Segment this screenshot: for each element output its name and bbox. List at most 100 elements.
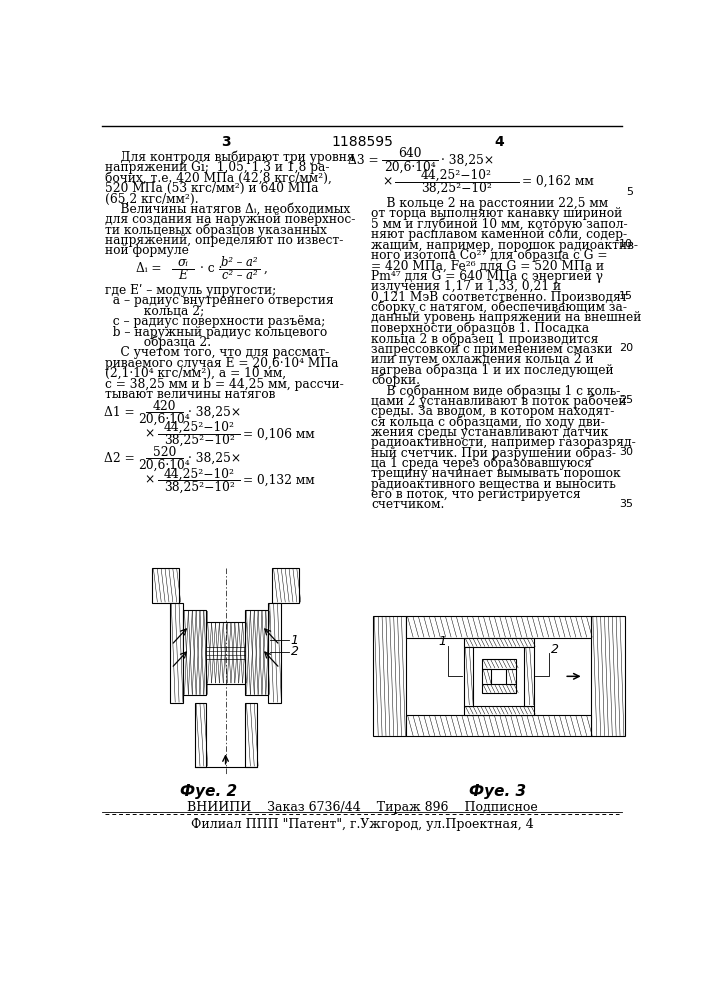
Text: Δᵢ =: Δᵢ = [136, 262, 162, 275]
Text: = 0,162 мм: = 0,162 мм [522, 175, 593, 188]
Text: ного изотопа Co²⁷ для образца с G =: ного изотопа Co²⁷ для образца с G = [371, 249, 608, 262]
Text: 20: 20 [619, 343, 633, 353]
Text: Величины натягов Δᵢ, необходимых: Величины натягов Δᵢ, необходимых [105, 203, 351, 216]
Text: 420: 420 [153, 400, 176, 413]
Text: · 38,25×: · 38,25× [441, 154, 494, 167]
Text: сборку с натягом, обеспечивающим за-: сборку с натягом, обеспечивающим за- [371, 301, 627, 314]
Text: 20,6·10⁴: 20,6·10⁴ [384, 160, 436, 173]
Text: 38,25²−10²: 38,25²−10² [421, 182, 492, 195]
Text: 15: 15 [619, 291, 633, 301]
Bar [464, 647, 473, 706]
Bar [206, 622, 245, 684]
Text: 20,6·10⁴: 20,6·10⁴ [139, 413, 190, 426]
Text: 25: 25 [619, 395, 633, 405]
Text: (65,2 кгс/мм²).: (65,2 кгс/мм²). [105, 192, 199, 205]
Bar [525, 647, 534, 706]
Text: ца 1 среда через образовавшуюся: ца 1 среда через образовавшуюся [371, 457, 592, 470]
Text: поверхности образцов 1. Посадка: поверхности образцов 1. Посадка [371, 322, 590, 335]
Text: Pm⁴⁷ для G = 640 МПа с энергией γ: Pm⁴⁷ для G = 640 МПа с энергией γ [371, 270, 603, 283]
Text: E: E [178, 269, 187, 282]
Text: жения среды устанавливают датчик: жения среды устанавливают датчик [371, 426, 609, 439]
Bar [506, 669, 516, 684]
Text: 30: 30 [619, 447, 633, 457]
Text: · 38,25×: · 38,25× [187, 452, 240, 465]
Text: 2: 2 [291, 645, 298, 658]
Text: где Eʹ – модуль упругости;: где Eʹ – модуль упругости; [105, 284, 276, 297]
Bar [170, 603, 183, 703]
Text: 44,25²−10²: 44,25²−10² [421, 169, 492, 182]
Text: напряжений, определяют по извест-: напряжений, определяют по извест- [105, 234, 344, 247]
Text: Фуе. 3: Фуе. 3 [469, 784, 526, 799]
Bar [481, 684, 516, 693]
Text: 2: 2 [551, 643, 559, 656]
Text: ный счетчик. При разрушении образ-: ный счетчик. При разрушении образ- [371, 446, 617, 460]
Text: кольца 2 в образец 1 производится: кольца 2 в образец 1 производится [371, 332, 599, 346]
Text: 5: 5 [626, 187, 633, 197]
Text: 0,121 МэВ соответственно. Производят: 0,121 МэВ соответственно. Производят [371, 291, 628, 304]
Text: от торца выполняют канавку шириной: от торца выполняют канавку шириной [371, 207, 622, 220]
Text: В собранном виде образцы 1 с коль-: В собранном виде образцы 1 с коль- [371, 384, 621, 398]
Text: Δ1 =: Δ1 = [104, 406, 135, 419]
Text: радиоактивного вещества и выносить: радиоактивного вещества и выносить [371, 478, 616, 491]
Bar [481, 659, 516, 669]
Text: Фуе. 2: Фуе. 2 [180, 784, 237, 799]
Text: С учетом того, что для рассмат-: С учетом того, что для рассмат- [105, 346, 329, 359]
Bar [194, 703, 206, 767]
Text: цами 2 устанавливают в поток рабочей: цами 2 устанавливают в поток рабочей [371, 395, 626, 408]
Text: няют расплавом каменной соли, содер-: няют расплавом каменной соли, содер- [371, 228, 627, 241]
Text: 44,25²−10²: 44,25²−10² [164, 467, 235, 480]
Text: 5 мм и глубиной 10 мм, которую запол-: 5 мм и глубиной 10 мм, которую запол- [371, 218, 628, 231]
Text: 640: 640 [398, 147, 422, 160]
Text: Для контроля выбирают три уровня: Для контроля выбирают три уровня [105, 151, 355, 164]
Text: 1188595: 1188595 [331, 135, 393, 149]
Text: или путем охлаждения кольца 2 и: или путем охлаждения кольца 2 и [371, 353, 594, 366]
Text: ,: , [264, 262, 267, 275]
Text: 44,25²−10²: 44,25²−10² [164, 421, 235, 434]
Text: 1: 1 [439, 635, 447, 648]
Text: риваемого случая E = 20,6·10⁴ МПа: риваемого случая E = 20,6·10⁴ МПа [105, 357, 339, 370]
Text: трещину начинает вымывать порошок: трещину начинает вымывать порошок [371, 467, 621, 480]
Text: Δ2 =: Δ2 = [104, 452, 135, 465]
Text: c = 38,25 мм и b = 44,25 мм, рассчи-: c = 38,25 мм и b = 44,25 мм, рассчи- [105, 378, 344, 391]
Text: кольца 2;: кольца 2; [105, 305, 204, 318]
Text: Δ3 =: Δ3 = [349, 154, 379, 167]
Text: 38,25²−10²: 38,25²−10² [164, 480, 235, 493]
Text: ти кольцевых образцов указанных: ти кольцевых образцов указанных [105, 224, 327, 237]
Text: 38,25²−10²: 38,25²−10² [164, 434, 235, 447]
Text: a – радиус внутреннего отверстия: a – радиус внутреннего отверстия [105, 294, 334, 307]
Text: запрессовкой с применением смазки: запрессовкой с применением смазки [371, 343, 613, 356]
Text: 3: 3 [221, 135, 230, 149]
Text: 4: 4 [494, 135, 504, 149]
Text: 520 МПа (53 кгс/мм²) и 640 МПа: 520 МПа (53 кгс/мм²) и 640 МПа [105, 182, 319, 195]
Bar [464, 638, 534, 647]
Text: жащим, например, порошок радиоактив-: жащим, например, порошок радиоактив- [371, 239, 638, 252]
Text: c – радиус поверхности разъёма;: c – радиус поверхности разъёма; [105, 315, 326, 328]
Text: образца 2.: образца 2. [105, 336, 211, 349]
Text: тывают величины натягов: тывают величины натягов [105, 388, 276, 401]
Bar [464, 706, 534, 715]
Text: счетчиком.: счетчиком. [371, 498, 445, 511]
Text: b – наружный радиус кольцевого: b – наружный радиус кольцевого [105, 326, 327, 339]
Text: ной формуле: ной формуле [105, 244, 189, 257]
Text: ся кольца с образцами, по ходу дви-: ся кольца с образцами, по ходу дви- [371, 415, 605, 429]
Text: · 38,25×: · 38,25× [187, 406, 240, 419]
Text: (2,1·10⁴ кгс/мм²), a = 10 мм,: (2,1·10⁴ кгс/мм²), a = 10 мм, [105, 367, 286, 380]
Text: 10: 10 [619, 239, 633, 249]
Text: Филиал ППП "Патент", г.Ужгород, ул.Проектная, 4: Филиал ППП "Патент", г.Ужгород, ул.Проек… [191, 818, 533, 831]
Text: = 0,132 мм: = 0,132 мм [243, 473, 315, 486]
Text: бочих, т.е. 420 МПа (42,8 кгс/мм²),: бочих, т.е. 420 МПа (42,8 кгс/мм²), [105, 172, 332, 185]
Text: 1: 1 [291, 634, 298, 647]
Text: сборки.: сборки. [371, 374, 420, 387]
Text: среды. За вводом, в котором находят-: среды. За вводом, в котором находят- [371, 405, 614, 418]
Bar [272, 568, 299, 603]
Text: для создания на наружной поверхнос-: для создания на наружной поверхнос- [105, 213, 356, 226]
Text: σᵢ: σᵢ [177, 256, 188, 269]
Text: его в поток, что регистрируется: его в поток, что регистрируется [371, 488, 581, 501]
Bar [373, 616, 406, 736]
Text: ВНИИПИ    Заказ 6736/44    Тираж 896    Подписное: ВНИИПИ Заказ 6736/44 Тираж 896 Подписное [187, 801, 537, 814]
Text: нагрева образца 1 и их последующей: нагрева образца 1 и их последующей [371, 363, 614, 377]
Text: · c ·: · c · [200, 262, 222, 275]
Text: радиоактивности, например газоразряд-: радиоактивности, например газоразряд- [371, 436, 636, 449]
Text: излучения 1,17 и 1,33, 0,21 и: излучения 1,17 и 1,33, 0,21 и [371, 280, 561, 293]
Text: ×: × [144, 427, 154, 440]
